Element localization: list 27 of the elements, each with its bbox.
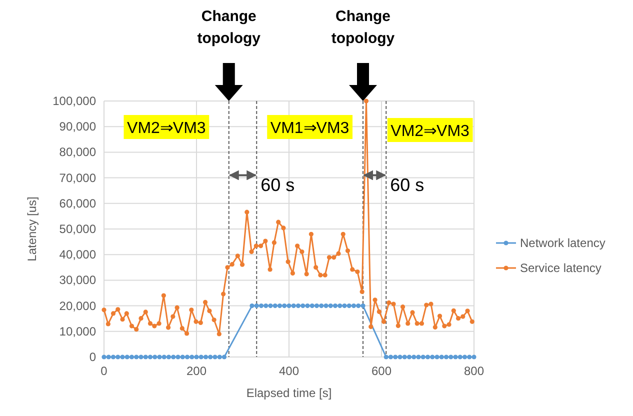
y-tick-label: 20,000 <box>59 298 96 313</box>
x-axis-title: Elapsed time [s] <box>246 386 332 400</box>
y-tick-label: 10,000 <box>59 324 96 338</box>
x-tick-label: 400 <box>278 364 300 378</box>
y-tick-label: 40,000 <box>59 248 96 262</box>
x-tick-label: 800 <box>464 364 484 378</box>
y-tick-label: 100,000 <box>52 94 96 108</box>
annotation: VM1⇒VM3 <box>270 120 350 137</box>
x-tick-label: 600 <box>371 364 392 378</box>
annotation: VM2⇒VM3 <box>127 120 206 137</box>
text: Change topology <box>331 8 396 47</box>
y-axis-title: Latency [us] <box>25 196 39 262</box>
y-tick-label: 80,000 <box>59 145 96 160</box>
y-tick-label: 0 <box>89 350 96 364</box>
text: Change topology <box>197 8 262 47</box>
y-tick-label: 70,000 <box>59 170 96 185</box>
y-tick-label: 90,000 <box>59 120 96 134</box>
legend-label: Service latency <box>520 261 602 275</box>
x-tick-label: 0 <box>100 364 108 378</box>
y-tick-label: 60,000 <box>59 196 96 210</box>
y-tick-label: 50,000 <box>59 222 96 236</box>
annotation: 60 s <box>390 175 424 196</box>
annotation: 60 s <box>260 175 295 196</box>
x-tick-label: 200 <box>186 364 207 378</box>
annotation: VM2⇒VM3 <box>390 123 470 140</box>
y-tick-label: 30,000 <box>59 273 96 288</box>
legend-label: Network latency <box>520 236 606 250</box>
